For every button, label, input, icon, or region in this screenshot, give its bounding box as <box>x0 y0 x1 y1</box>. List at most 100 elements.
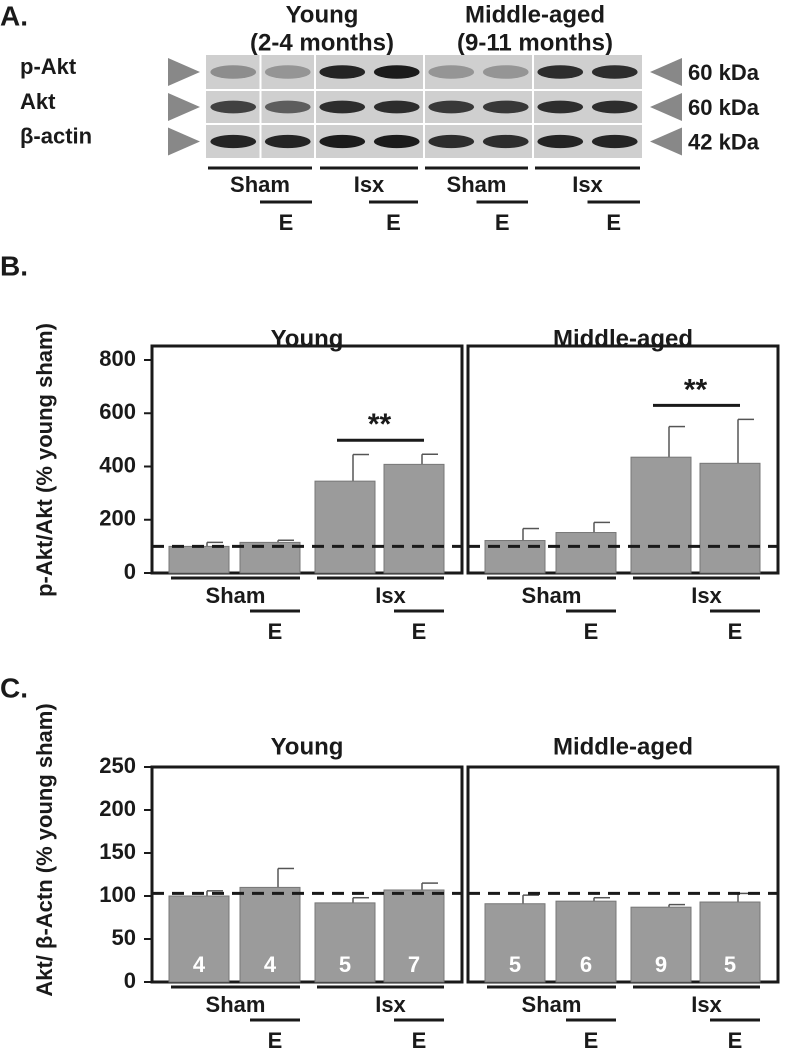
panel-title: Young <box>271 733 344 760</box>
panel-frame <box>150 344 464 575</box>
y-tick-label: 800 <box>99 346 136 371</box>
panel-title: Middle-aged <box>553 325 693 352</box>
panel-frame <box>150 765 464 984</box>
significance-label: ** <box>684 373 708 406</box>
bar <box>484 903 546 983</box>
blot-band <box>210 100 257 114</box>
bar <box>383 889 445 983</box>
bar <box>699 901 761 983</box>
n-label: 6 <box>580 952 592 977</box>
bar <box>699 462 761 574</box>
y-tick-label: 400 <box>99 452 136 477</box>
n-label: 4 <box>264 952 277 977</box>
n-label: 4 <box>193 952 206 977</box>
blot-band <box>373 100 420 114</box>
bar <box>314 902 376 983</box>
blot-band <box>319 134 366 149</box>
treatment-label: E <box>495 210 510 235</box>
y-axis-label: Akt/ β-Actn (% young sham) <box>32 703 57 996</box>
treatment-label: E <box>268 619 283 644</box>
size-label: 42 kDa <box>688 129 760 154</box>
group-label: Isx <box>375 992 406 1017</box>
panel-title: Young <box>271 325 344 352</box>
bar <box>383 463 445 574</box>
condition-label: Isx <box>354 172 385 197</box>
marker-arrow <box>650 93 682 121</box>
row-label: β-actin <box>20 123 92 148</box>
size-label: 60 kDa <box>688 95 760 120</box>
group-title: Young <box>286 1 359 28</box>
group-label: Sham <box>206 992 266 1017</box>
panel-label: A. <box>0 0 28 31</box>
group-subtitle: (9-11 months) <box>457 29 613 56</box>
row-label: p-Akt <box>20 54 77 79</box>
bar <box>630 456 692 574</box>
bar <box>555 900 617 983</box>
n-label: 9 <box>655 952 667 977</box>
blot-band <box>319 65 366 79</box>
treatment-label: E <box>584 619 599 644</box>
group-label: Isx <box>375 583 406 608</box>
blot-band <box>591 65 638 79</box>
n-label: 5 <box>724 952 736 977</box>
blot-band <box>482 100 529 114</box>
n-label: 7 <box>408 952 420 977</box>
blot-band <box>428 65 475 79</box>
size-label: 60 kDa <box>688 60 760 85</box>
treatment-label: E <box>386 210 401 235</box>
marker-arrow <box>650 58 682 86</box>
treatment-label: E <box>728 1028 743 1050</box>
treatment-label: E <box>606 210 621 235</box>
significance-label: ** <box>368 408 392 441</box>
y-tick-label: 250 <box>99 753 136 778</box>
blot-band <box>591 100 638 114</box>
y-tick-label: 200 <box>99 506 136 531</box>
y-tick-label: 150 <box>99 839 136 864</box>
y-tick-label: 600 <box>99 399 136 424</box>
blot-band <box>373 134 420 149</box>
bar <box>555 532 617 574</box>
condition-label: Isx <box>572 172 603 197</box>
group-subtitle: (2-4 months) <box>250 29 394 56</box>
panel-frame <box>466 765 780 984</box>
bar <box>168 895 230 983</box>
blot-band <box>428 134 475 149</box>
n-label: 5 <box>339 952 351 977</box>
treatment-label: E <box>412 619 427 644</box>
y-tick-label: 200 <box>99 796 136 821</box>
group-label: Isx <box>691 583 722 608</box>
y-tick-label: 100 <box>99 882 136 907</box>
condition-label: Sham <box>447 172 507 197</box>
condition-label: Sham <box>230 172 290 197</box>
bar <box>630 906 692 983</box>
y-tick-label: 50 <box>112 925 136 950</box>
blot-band <box>210 65 257 79</box>
treatment-label: E <box>728 619 743 644</box>
blot-band <box>210 134 257 149</box>
panel-label: B. <box>0 250 28 281</box>
marker-arrow <box>650 127 682 156</box>
bar <box>314 480 376 574</box>
group-title: Middle-aged <box>465 1 605 28</box>
marker-arrow <box>168 93 200 121</box>
blot-band <box>428 100 475 114</box>
panel-title: Middle-aged <box>553 733 693 760</box>
y-tick-label: 0 <box>124 968 136 993</box>
marker-arrow <box>168 58 200 86</box>
treatment-label: E <box>268 1028 283 1050</box>
panel-frame <box>466 344 780 575</box>
treatment-label: E <box>584 1028 599 1050</box>
blot-band <box>319 100 366 114</box>
bar <box>168 545 230 574</box>
blot-band <box>373 65 420 79</box>
bar <box>239 541 301 574</box>
bar <box>239 886 301 983</box>
group-label: Sham <box>522 583 582 608</box>
y-axis-label: p-Akt/Akt (% young sham) <box>32 323 57 597</box>
blot-band <box>482 65 529 79</box>
blot-band <box>537 100 584 114</box>
blot-band <box>264 134 311 149</box>
blot-band <box>591 134 638 149</box>
blot-band <box>537 134 584 149</box>
